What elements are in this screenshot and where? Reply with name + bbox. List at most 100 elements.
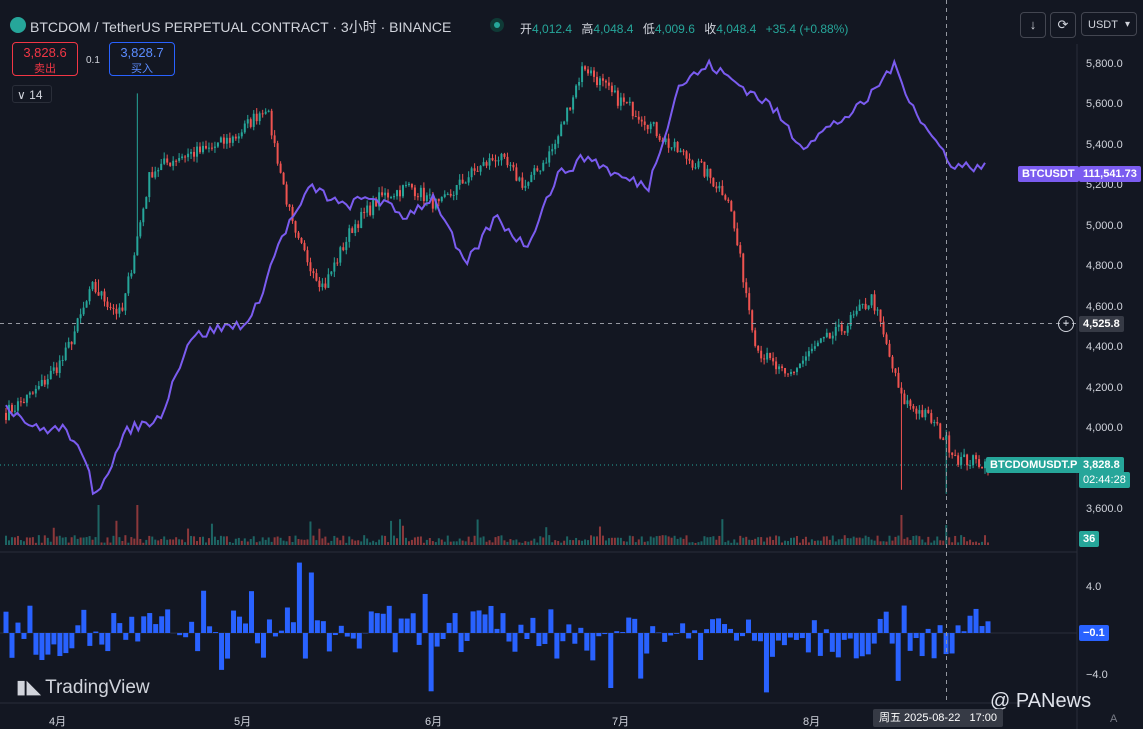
volume-bar	[604, 540, 607, 545]
market-status-icon[interactable]	[490, 18, 504, 32]
candle	[178, 153, 181, 163]
candle	[700, 158, 703, 164]
candle	[622, 93, 625, 106]
candle	[285, 181, 288, 207]
indicators-toggle-button[interactable]: ∨ 14	[12, 85, 52, 103]
candle	[715, 182, 718, 193]
candle	[593, 67, 596, 83]
volume-bar	[721, 519, 724, 545]
oscillator-bar	[123, 633, 129, 640]
volume-bars	[5, 505, 989, 545]
volume-bar	[7, 540, 10, 545]
oscillator-bar	[698, 633, 704, 660]
volume-bar	[912, 536, 915, 545]
volume-bar	[407, 541, 410, 545]
oscillator-bar	[775, 633, 781, 641]
candle	[52, 361, 55, 374]
tradingview-logo-icon: ▮◣	[16, 677, 42, 698]
candle	[261, 109, 264, 118]
open-value: 4,012.4	[532, 22, 573, 36]
volume-bar	[31, 537, 34, 545]
candle	[778, 363, 781, 374]
candle	[449, 189, 452, 198]
candle	[82, 301, 85, 316]
oscillator-bar	[27, 605, 33, 633]
volume-bar	[933, 540, 936, 545]
volume-bar	[584, 539, 587, 545]
auto-scale-icon[interactable]: A	[1110, 713, 1118, 725]
candle	[766, 347, 769, 363]
volume-bar	[419, 536, 422, 545]
candle	[25, 394, 28, 407]
candle	[527, 181, 530, 189]
currency-select[interactable]: USDT ▾	[1081, 12, 1137, 36]
volume-bar	[130, 537, 133, 545]
oscillator-bar	[632, 618, 638, 633]
volume-bar	[503, 540, 506, 545]
candle	[428, 188, 431, 200]
volume-bar	[425, 539, 428, 545]
volume-bar	[103, 542, 106, 545]
volume-bar	[936, 536, 939, 545]
volume-bar	[330, 540, 333, 545]
price-tick-label: 5,000.0	[1086, 219, 1123, 232]
volume-bar	[413, 537, 416, 545]
candle	[34, 385, 37, 398]
volume-bar	[85, 537, 88, 545]
volume-bar	[196, 540, 199, 545]
candle	[184, 154, 187, 163]
download-button[interactable]: ↓	[1020, 12, 1046, 38]
candle	[264, 108, 267, 115]
price-tick-label: 3,600.0	[1086, 503, 1123, 515]
volume-bar	[622, 541, 625, 545]
candle	[288, 203, 291, 211]
volume-bar	[351, 539, 354, 545]
volume-bar	[775, 535, 778, 545]
candle	[709, 168, 712, 184]
candle	[175, 159, 178, 167]
oscillator-bar	[75, 625, 81, 633]
add-alert-icon[interactable]: +	[1058, 316, 1074, 332]
candle	[554, 139, 557, 155]
volume-bar	[237, 537, 240, 545]
candle	[942, 436, 945, 441]
oscillator-bar	[626, 617, 632, 633]
candle	[258, 111, 261, 125]
sell-button[interactable]: 3,828.6 卖出	[12, 42, 78, 76]
volume-bar	[921, 539, 924, 545]
volume-bar	[533, 538, 536, 545]
volume-bar	[667, 536, 670, 545]
volume-bar	[25, 537, 28, 545]
oscillator-bar	[722, 624, 728, 633]
volume-bar	[348, 536, 351, 545]
buy-button[interactable]: 3,828.7 买入	[109, 42, 175, 76]
volume-bar	[634, 542, 637, 545]
oscillator-bar	[488, 605, 494, 633]
volume-bar	[715, 539, 718, 545]
volume-bar	[321, 538, 324, 545]
volume-bar	[598, 526, 601, 545]
oscillator-bar	[763, 633, 769, 693]
volume-bar	[94, 537, 97, 545]
volume-bar	[822, 536, 825, 545]
volume-bar	[461, 540, 464, 545]
volume-bar	[270, 541, 273, 545]
symbol-title[interactable]: BTCDOM / TetherUS PERPETUAL CONTRACT · 3…	[30, 19, 452, 35]
candle	[924, 408, 927, 421]
candle	[103, 288, 106, 307]
candle	[646, 124, 649, 134]
volume-bar	[67, 542, 70, 545]
oscillator-bar	[692, 630, 698, 633]
volume-bar	[428, 538, 431, 545]
candle	[85, 300, 88, 308]
oscillator-bar	[871, 633, 877, 644]
volume-bar	[100, 542, 103, 545]
candle	[742, 252, 745, 288]
candle	[485, 160, 488, 169]
volume-bar	[324, 536, 327, 545]
oscillator-bar	[45, 633, 51, 655]
candle	[318, 276, 321, 292]
reset-button[interactable]: ⟳	[1050, 12, 1076, 38]
